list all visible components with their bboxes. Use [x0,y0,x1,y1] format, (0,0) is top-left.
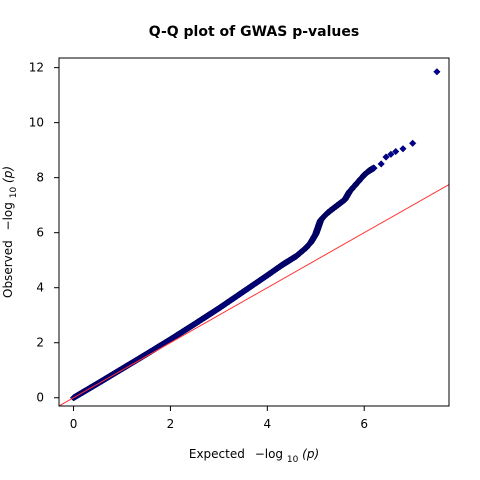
x-tick-label: 6 [360,417,368,431]
y-tick-label: 8 [36,171,44,185]
y-axis-label-sub: 10 [9,187,19,199]
y-axis-label-math: −log [1,202,15,230]
x-axis-label-arg: (p) [302,447,319,461]
y-tick-label: 0 [36,391,44,405]
y-tick-label: 4 [36,281,44,295]
data-point [382,153,390,161]
chart-title: Q-Q plot of GWAS p-values [149,24,359,40]
y-axis-label-prefix: Observed [1,240,15,298]
x-axis-label-sub: 10 [287,455,299,465]
reference-line [59,184,449,406]
data-point [387,150,395,158]
x-tick-label: 0 [70,417,78,431]
y-axis-label-arg: (p) [1,166,15,183]
data-point [399,145,407,153]
data-point [377,160,385,168]
y-tick-label: 2 [36,336,44,350]
y-tick-label: 12 [29,61,44,75]
x-tick-label: 4 [264,417,272,431]
x-tick-label: 2 [167,417,175,431]
x-axis-label-math: −log [255,447,283,461]
data-point [370,164,378,172]
plot-frame [58,57,450,407]
x-axis-label: Expected −log 10 (p) [189,447,319,465]
y-tick-label: 6 [36,226,44,240]
data-point [392,147,400,156]
ticks-layer: 0 2 4 6 0 2 4 6 8 10 12 [29,61,368,431]
y-axis-label: Observed −log 10 (p) [1,166,19,298]
y-tick-label: 10 [29,116,44,130]
data-point [433,68,441,76]
x-axis-label-prefix: Expected [189,447,245,461]
data-point [409,139,417,147]
plot-layer [59,68,449,406]
